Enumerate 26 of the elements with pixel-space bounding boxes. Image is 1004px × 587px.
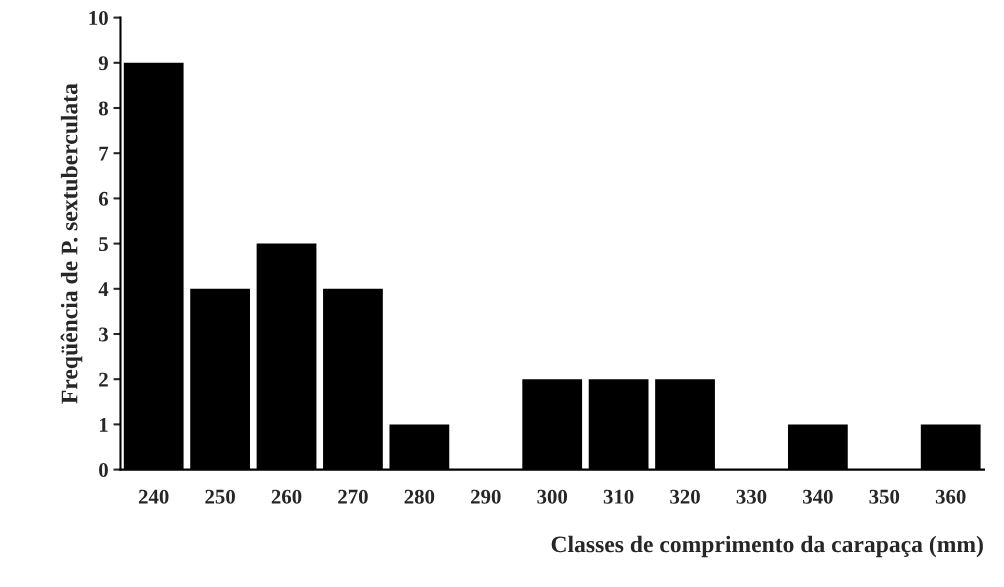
x-tick-label: 290 xyxy=(471,489,501,504)
y-axis-title: Freqüência de P. sextuberculata xyxy=(60,83,83,404)
x-tick-label: 360 xyxy=(935,489,966,504)
y-tick-label: 5 xyxy=(99,237,108,252)
y-tick-label: 3 xyxy=(99,327,108,342)
y-tick-label: 7 xyxy=(99,146,109,161)
y-tick-label: 1 xyxy=(99,417,108,432)
x-tick-label: 280 xyxy=(404,489,435,504)
y-tick-label: 2 xyxy=(99,372,108,387)
x-tick-label: 320 xyxy=(670,489,700,504)
x-tick-label: 300 xyxy=(537,489,568,504)
x-tick-label: 340 xyxy=(803,489,833,504)
y-tick-label: 10 xyxy=(89,10,108,26)
x-tick-label: 330 xyxy=(736,489,767,504)
y-tick-label: 4 xyxy=(98,282,109,297)
x-tick-label: 240 xyxy=(138,489,169,504)
x-tick-label: 260 xyxy=(271,489,302,504)
y-tick-label: 9 xyxy=(98,56,108,71)
y-tick-label: 6 xyxy=(98,191,109,206)
x-tick-label: 310 xyxy=(603,489,634,504)
y-tick-label: 0 xyxy=(99,462,108,478)
x-tick-label: 270 xyxy=(338,489,368,504)
x-tick-label: 350 xyxy=(869,489,900,504)
x-tick-label: 250 xyxy=(205,489,235,504)
x-axis-title: Classes de comprimento da carapaça (mm) xyxy=(551,535,983,558)
y-tick-label: 8 xyxy=(98,101,108,116)
